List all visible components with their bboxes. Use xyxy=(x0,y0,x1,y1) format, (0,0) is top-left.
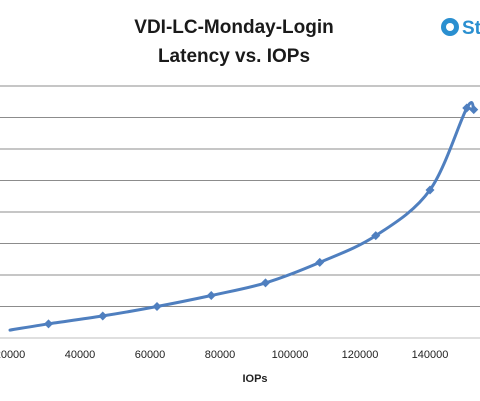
x-tick-label: 140000 xyxy=(412,349,449,361)
data-point xyxy=(462,103,472,113)
data-point xyxy=(152,302,162,311)
x-tick-label: 60000 xyxy=(135,349,166,361)
x-tick-labels: 20000 40000 60000 80000 100000 120000 140000 xyxy=(0,349,448,361)
x-tick-label: 100000 xyxy=(272,349,309,361)
data-point xyxy=(261,278,270,288)
x-tick-label: 20000 xyxy=(0,349,25,361)
gridlines xyxy=(0,85,480,307)
data-point xyxy=(371,231,381,241)
data-point xyxy=(315,257,325,267)
x-tick-label: 120000 xyxy=(342,349,379,361)
data-point xyxy=(206,290,216,300)
x-axis-title: IOPs xyxy=(242,373,267,385)
data-point xyxy=(469,105,479,115)
data-point xyxy=(44,319,53,329)
logo-icon-center xyxy=(446,23,454,31)
logo: St xyxy=(441,18,480,39)
chart-subtitle: Latency vs. IOPs xyxy=(158,46,310,67)
logo-text: St xyxy=(462,18,480,39)
x-tick-label: 40000 xyxy=(65,349,96,361)
data-point xyxy=(425,185,435,195)
chart-title: VDI-LC-Monday-Login xyxy=(134,17,333,38)
data-point xyxy=(98,311,108,321)
data-points xyxy=(44,103,479,329)
x-tick-label: 80000 xyxy=(205,349,236,361)
